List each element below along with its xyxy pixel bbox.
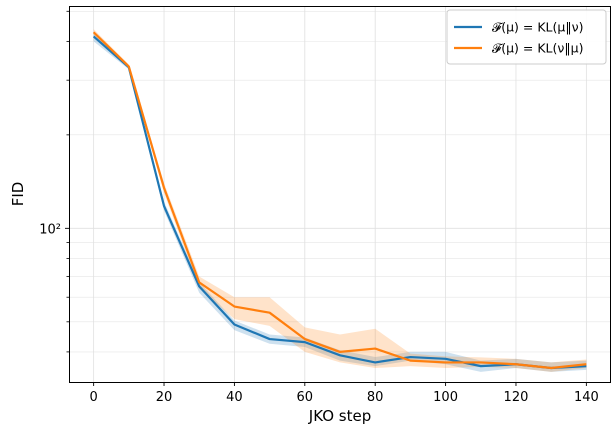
legend-box [446,9,607,65]
legend: 𝓕(μ) = KL(μ‖ν) 𝓕(μ) = KL(ν‖μ) [446,9,607,65]
x-tick-label: 80 [367,390,384,405]
x-tick-label: 20 [156,390,173,405]
major-gridlines [69,6,611,382]
legend-label-1: 𝓕(μ) = KL(μ‖ν) [492,20,583,35]
series-lines [92,31,587,370]
tick-labels: 0 20 40 60 80 100 120 140 10² [39,222,599,405]
axis-ticks [65,10,587,386]
x-tick-label: 40 [226,390,243,405]
x-tick-label: 100 [433,390,458,405]
x-tick-label: 120 [504,390,529,405]
confidence-bands [93,29,587,372]
line-series-2 [92,31,587,370]
band-series-2 [93,29,587,372]
x-tick-label: 140 [574,390,599,405]
x-tick-label: 60 [297,390,314,405]
x-axis-label: JKO step [308,407,371,425]
legend-label-2: 𝓕(μ) = KL(ν‖μ) [492,41,583,56]
line-series-1 [92,35,587,370]
x-tick-label: 0 [89,390,97,405]
y-axis-label: FID [9,182,27,207]
y-tick-label: 10² [39,222,61,237]
